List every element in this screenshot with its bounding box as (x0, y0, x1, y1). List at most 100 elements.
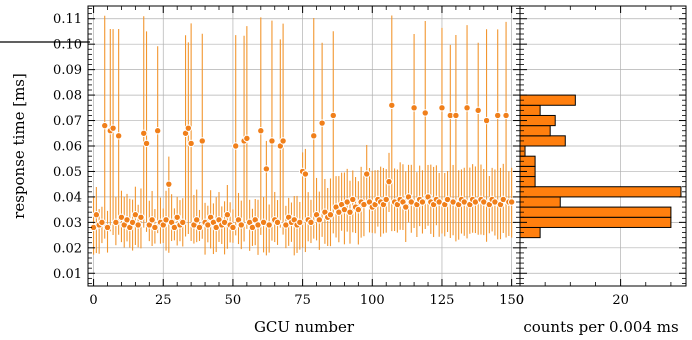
y-axis-label: response time [ms] (10, 73, 28, 219)
data-point (165, 180, 173, 188)
data-point (192, 216, 201, 224)
data-point (187, 139, 195, 148)
data-point (329, 111, 337, 120)
data-point (385, 177, 393, 186)
x-tick-label: 25 (155, 293, 172, 308)
scatter-x-tick-labels: 0 25 50 75 100 125 150 (89, 293, 524, 308)
data-point (382, 195, 390, 204)
data-point (268, 137, 276, 145)
data-point (109, 124, 117, 132)
histogram-bar (519, 186, 682, 198)
y-tick-label: 0.06 (53, 140, 82, 155)
histogram-bar (519, 135, 566, 147)
data-point (363, 170, 371, 178)
y-tick-label: 0.01 (53, 267, 82, 282)
histogram-x-tick-label: 20 (612, 293, 629, 308)
data-point (101, 121, 109, 130)
data-point (237, 221, 245, 229)
y-tick-label: 0.10 (53, 38, 82, 53)
x-tick-label: 50 (225, 293, 242, 308)
data-point (137, 213, 145, 221)
histogram-panel: 0 20 counts per 0.004 ms (516, 5, 687, 336)
data-point (310, 132, 318, 140)
histogram-bar (519, 216, 672, 228)
data-point (153, 127, 162, 135)
data-point (326, 211, 335, 219)
y-tick-label: 0.09 (53, 63, 82, 78)
scatter-panel: 0 25 50 75 100 125 150 0.010.020.030.040.050.0… (10, 5, 524, 336)
data-point (502, 111, 510, 120)
data-point (402, 203, 410, 211)
scatter-grid (88, 6, 520, 286)
x-tick-label: 150 (499, 293, 524, 308)
histogram-x-tick-label: 0 (516, 293, 524, 308)
data-point (438, 104, 446, 112)
data-point (140, 129, 148, 137)
data-point (262, 165, 271, 173)
scatter-points (89, 101, 516, 232)
histogram-bar (519, 94, 576, 106)
data-point (229, 223, 237, 232)
y-tick-label: 0.11 (53, 12, 82, 27)
data-point (265, 221, 273, 229)
histogram-x-tick-labels: 0 20 (516, 293, 629, 308)
y-tick-label: 0.04 (53, 190, 82, 205)
data-point (463, 104, 471, 112)
histogram-ticks (519, 6, 686, 286)
data-point (257, 127, 265, 135)
data-point (134, 221, 142, 229)
data-point (410, 104, 418, 112)
data-point (507, 198, 516, 206)
data-point (103, 223, 112, 232)
data-point (184, 124, 193, 132)
data-point (273, 218, 282, 227)
data-point (418, 198, 427, 206)
data-point (354, 205, 363, 214)
data-point (388, 101, 396, 109)
histogram-bars (519, 94, 682, 239)
x-axis-label: GCU number (254, 318, 355, 336)
y-tick-label: 0.07 (53, 114, 82, 129)
data-point (346, 208, 354, 216)
data-point (179, 218, 187, 227)
data-point (151, 223, 159, 232)
data-point (92, 211, 101, 219)
data-point (421, 109, 429, 117)
data-point (349, 195, 357, 204)
data-point (452, 111, 460, 120)
data-point (482, 116, 491, 125)
data-point (318, 119, 326, 127)
data-point (279, 137, 287, 145)
scatter-y-tick-labels: 0.01 0.02 0.03 0.04 0.05 0.06 0.07 0.08 0.09 0.10… (53, 12, 82, 282)
data-point (173, 213, 181, 221)
scatter-ticks (88, 6, 520, 286)
histogram-x-axis-label: counts per 0.004 ms (523, 318, 678, 336)
data-point (148, 216, 156, 224)
data-point (114, 132, 123, 140)
y-tick-label: 0.05 (53, 165, 82, 180)
data-point (198, 137, 206, 145)
histogram-bar (519, 196, 561, 208)
y-tick-label: 0.03 (53, 216, 82, 231)
histogram-bar (519, 206, 672, 218)
data-point (243, 134, 251, 143)
x-tick-label: 125 (430, 293, 455, 308)
data-point (307, 218, 315, 227)
data-point (223, 211, 232, 219)
data-point (494, 111, 502, 120)
data-point (195, 223, 204, 232)
data-point (232, 142, 240, 150)
x-tick-label: 0 (89, 293, 97, 308)
data-point (98, 218, 106, 227)
y-tick-label: 0.02 (53, 241, 82, 256)
data-point (315, 216, 324, 224)
x-tick-label: 75 (294, 293, 311, 308)
data-point (301, 170, 310, 178)
histogram-bar (519, 125, 551, 137)
y-tick-label: 0.08 (53, 89, 82, 104)
data-point (112, 218, 120, 227)
data-point (142, 139, 151, 148)
x-tick-label: 100 (360, 293, 385, 308)
data-point (474, 106, 482, 115)
